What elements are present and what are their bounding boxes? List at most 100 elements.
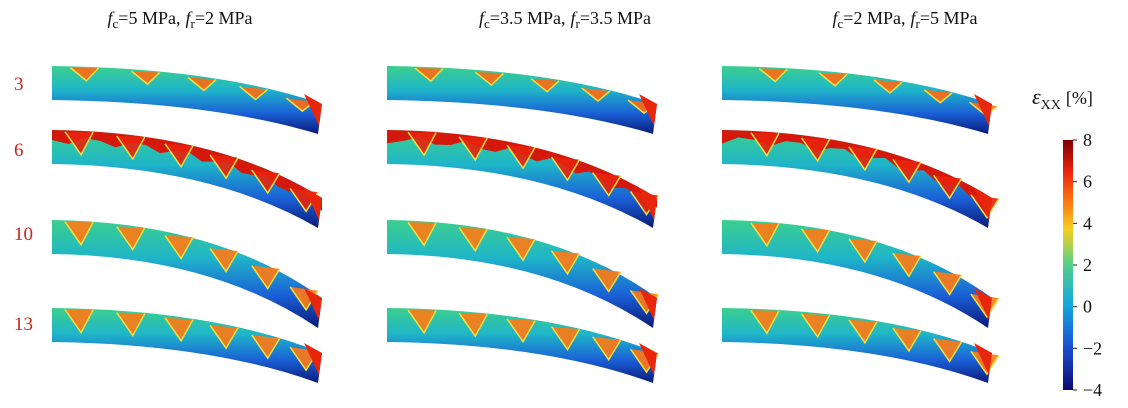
crack-zone	[165, 235, 194, 259]
crack-edge	[923, 89, 953, 104]
crack-zone	[551, 326, 580, 350]
crack-zone	[408, 222, 437, 246]
colorbar-tick-label: 6	[1083, 172, 1092, 192]
crack-edge	[458, 312, 488, 338]
crack-zone	[801, 228, 830, 252]
crack-edge	[592, 268, 622, 293]
colorbar	[1063, 140, 1073, 390]
crack-zone	[750, 222, 779, 246]
crack-zone	[531, 78, 560, 92]
colorbar-tick-label: 4	[1083, 213, 1092, 233]
crack-edge	[750, 132, 780, 158]
crack-edge	[64, 131, 94, 157]
beam-section	[52, 66, 322, 134]
crack-edge	[818, 72, 848, 87]
crack-zone	[65, 309, 94, 333]
crack-edge	[848, 238, 878, 264]
crack-zone	[848, 238, 877, 262]
crack-zone	[592, 336, 621, 360]
crack-zone	[801, 313, 830, 337]
crack-edge	[251, 265, 281, 291]
crack-edge	[550, 250, 581, 276]
beam-section	[387, 308, 657, 383]
crack-zone	[750, 132, 779, 156]
colorbar-tick-label: 8	[1083, 130, 1092, 150]
tensile-strength: 2 MPa	[205, 8, 253, 28]
column-title: fc=2 MPa, fr=5 MPa	[833, 8, 978, 31]
crack-edge	[164, 317, 194, 343]
end-zone	[974, 94, 992, 126]
crack-zone	[507, 318, 536, 342]
crack-zone	[408, 132, 437, 156]
crack-zone	[475, 72, 504, 86]
row-label: 3	[14, 74, 24, 95]
end-zone	[974, 343, 992, 375]
crack-edge	[873, 79, 903, 94]
row-label: 10	[14, 224, 33, 245]
crack-zone	[165, 317, 194, 341]
crack-zone	[750, 310, 779, 334]
compressive-strength: 5 MPa	[128, 8, 176, 28]
equals: =	[118, 8, 128, 28]
strain-field	[722, 66, 998, 134]
crack-zone	[933, 271, 962, 295]
symbol: f	[833, 8, 841, 28]
colorbar-tick-label: −4	[1083, 380, 1102, 400]
compressive-strength: 3.5 MPa	[500, 8, 561, 28]
crack-edge	[474, 71, 504, 87]
end-zone	[974, 288, 992, 320]
crack-edge	[581, 87, 611, 103]
symbol: f	[185, 8, 193, 28]
crack-zone	[933, 338, 962, 362]
crack-edge	[800, 228, 831, 254]
crack-zone	[892, 159, 921, 183]
subscript: r	[575, 16, 580, 31]
crack-edge	[750, 309, 780, 335]
separator: ,	[176, 8, 181, 28]
end-zone	[304, 188, 322, 220]
crack-edge	[116, 135, 146, 161]
crack-edge	[164, 235, 194, 260]
colorbar-tick-label: −2	[1083, 338, 1102, 358]
unit: [%]	[1066, 88, 1093, 108]
strain-field	[387, 66, 657, 134]
crack-edge	[458, 136, 488, 162]
beam-section	[52, 308, 322, 383]
beam-section	[387, 66, 657, 134]
end-zone	[974, 188, 992, 220]
crack-zone	[188, 77, 216, 91]
crack-edge	[116, 312, 146, 337]
crack-zone	[801, 137, 830, 161]
strain-field	[52, 220, 322, 328]
crack-edge	[506, 144, 536, 170]
crack-edge	[131, 70, 161, 86]
crack-edge	[970, 293, 1000, 319]
crack-zone	[210, 248, 239, 272]
symbol: f	[910, 8, 918, 28]
beam-section	[52, 220, 322, 328]
strain-field	[387, 308, 660, 383]
crack-zone	[592, 172, 621, 196]
beam-section	[52, 130, 322, 228]
colorbar-tick-label: 0	[1083, 297, 1092, 317]
crack-edge	[750, 222, 780, 248]
crack-edge	[592, 172, 622, 197]
crack-edge	[892, 327, 922, 353]
crack-zone	[251, 265, 280, 289]
crack-zone	[933, 175, 962, 199]
strain-field	[722, 220, 1000, 328]
separator: ,	[901, 8, 906, 28]
crack-zone	[892, 253, 921, 277]
crack-edge	[414, 67, 444, 83]
crack-edge	[848, 319, 878, 345]
beam-section	[722, 308, 992, 383]
crack-edge	[892, 252, 922, 278]
strain-field	[52, 130, 322, 228]
subscript: c	[113, 16, 119, 31]
crack-edge	[550, 326, 581, 351]
strain-field	[52, 66, 322, 134]
subscript: c	[838, 16, 844, 31]
crack-edge	[64, 309, 94, 335]
strain-field	[52, 308, 322, 383]
